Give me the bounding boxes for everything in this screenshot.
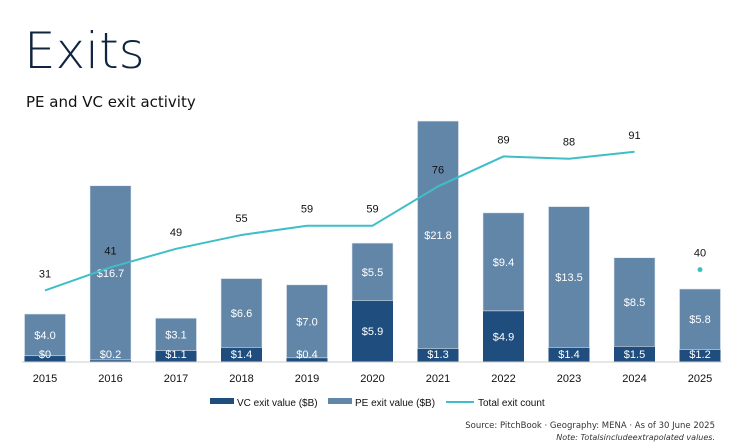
pe-value-label: $9.4 xyxy=(493,257,514,269)
x-tick-label: 2025 xyxy=(688,373,712,385)
pe-value-label: $7.0 xyxy=(296,316,317,328)
pe-bar xyxy=(220,278,263,348)
vc-value-label: $0.4 xyxy=(296,349,317,361)
count-label: 76 xyxy=(432,164,444,176)
vc-bar xyxy=(90,359,131,362)
pe-value-label: $4.0 xyxy=(34,330,55,342)
legend-swatch xyxy=(210,398,234,404)
pe-value-label: $16.7 xyxy=(97,268,125,280)
x-tick-label: 2020 xyxy=(360,373,384,385)
legend-swatch xyxy=(328,398,352,404)
count-label: 41 xyxy=(104,245,116,257)
count-label: 59 xyxy=(366,204,378,216)
x-tick-label: 2017 xyxy=(164,373,188,385)
x-tick-label: 2023 xyxy=(557,373,581,385)
pe-value-label: $8.5 xyxy=(624,297,645,309)
vc-bar xyxy=(352,300,393,362)
legend-label: PE exit value ($B) xyxy=(355,398,435,409)
vc-bar xyxy=(614,346,655,362)
pe-bar xyxy=(351,242,394,301)
count-point xyxy=(697,267,703,273)
pe-value-label: $21.8 xyxy=(424,230,452,242)
pe-value-label: $3.1 xyxy=(165,329,186,341)
source-text: Source: PitchBook · Geography: MENA · As… xyxy=(465,421,715,431)
count-label: 59 xyxy=(301,204,313,216)
vc-value-label: $1.5 xyxy=(624,349,645,361)
chart-subtitle: PE and VC exit activity xyxy=(26,93,196,111)
note-text: Note: Totalsincludeextrapolated values. xyxy=(556,433,715,442)
vc-bar xyxy=(417,348,459,362)
pe-bar xyxy=(613,257,656,347)
vc-bar xyxy=(483,310,524,362)
legend-label: Total exit count xyxy=(478,398,545,409)
vc-value-label: $5.9 xyxy=(362,326,383,338)
vc-bar xyxy=(548,347,590,362)
pe-bar xyxy=(24,313,66,357)
count-label: 40 xyxy=(694,248,706,260)
count-label: 88 xyxy=(563,137,575,149)
pe-bar xyxy=(548,206,590,348)
vc-bar xyxy=(155,350,197,362)
legend-label: VC exit value ($B) xyxy=(237,398,318,409)
vc-bar xyxy=(679,349,721,362)
x-tick-label: 2022 xyxy=(491,373,515,385)
count-label: 91 xyxy=(628,130,640,142)
vc-value-label: $1.1 xyxy=(165,349,186,361)
count-label: 49 xyxy=(170,227,182,239)
page-title: Exits xyxy=(24,22,145,80)
vc-value-label: $1.4 xyxy=(558,349,579,361)
vc-value-label: $0.2 xyxy=(100,349,121,361)
x-tick-label: 2024 xyxy=(622,373,646,385)
vc-bar xyxy=(24,355,66,362)
count-label: 31 xyxy=(39,268,51,280)
vc-value-label: $0 xyxy=(39,349,51,361)
pe-bar xyxy=(417,120,459,349)
vc-bar xyxy=(221,347,262,362)
pe-value-label: $13.5 xyxy=(555,272,583,284)
vc-value-label: $1.2 xyxy=(689,349,710,361)
vc-value-label: $1.4 xyxy=(231,349,252,361)
count-label: 55 xyxy=(235,213,247,225)
vc-value-label: $1.3 xyxy=(427,349,448,361)
vc-value-label: $4.9 xyxy=(493,331,514,343)
x-tick-label: 2018 xyxy=(229,373,253,385)
x-tick-label: 2015 xyxy=(33,373,57,385)
pe-value-label: $6.6 xyxy=(231,308,252,320)
pe-value-label: $5.5 xyxy=(362,267,383,279)
vc-bar xyxy=(286,357,328,362)
x-tick-label: 2016 xyxy=(98,373,122,385)
source-note: Source: PitchBook · Geography: MENA · As… xyxy=(465,420,715,444)
x-tick-label: 2019 xyxy=(295,373,319,385)
pe-bar xyxy=(482,212,525,312)
x-tick-label: 2021 xyxy=(426,373,450,385)
count-line xyxy=(44,150,635,292)
pe-value-label: $5.8 xyxy=(689,314,710,326)
pe-bar xyxy=(286,284,328,359)
count-label: 89 xyxy=(497,134,509,146)
pe-bar xyxy=(155,317,197,351)
pe-bar xyxy=(679,288,721,350)
